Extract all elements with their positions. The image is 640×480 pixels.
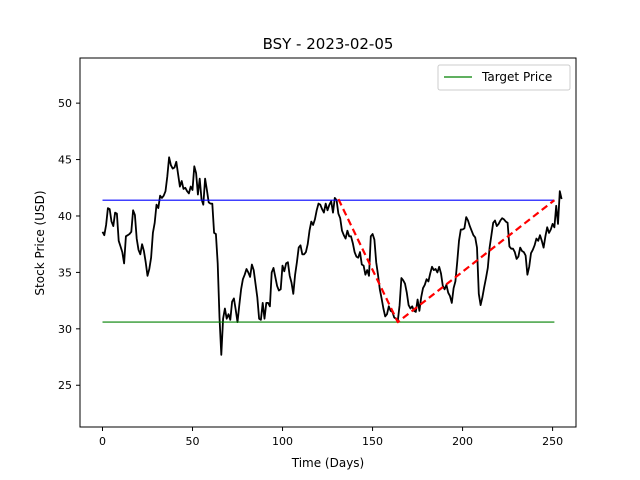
trend-line: [337, 198, 556, 324]
y-tick-label: 50: [58, 97, 72, 110]
x-axis-label: Time (Days): [291, 456, 365, 470]
legend-label-target-price: Target Price: [481, 70, 552, 84]
x-tick-label: 250: [542, 435, 563, 448]
y-tick-label: 25: [58, 379, 72, 392]
y-tick-label: 30: [58, 323, 72, 336]
y-tick-label: 35: [58, 266, 72, 279]
x-tick-label: 150: [362, 435, 383, 448]
x-tick-label: 200: [452, 435, 473, 448]
x-tick-label: 50: [186, 435, 200, 448]
y-axis-ticks: 25 30 35 40 45 50: [58, 97, 80, 392]
price-line: [101, 156, 563, 356]
chart-title: BSY - 2023-02-05: [263, 35, 394, 53]
legend-box: [437, 64, 571, 91]
x-tick-label: 0: [99, 435, 106, 448]
plot-lines: [101, 156, 563, 356]
y-tick-label: 40: [58, 210, 72, 223]
x-tick-label: 100: [272, 435, 293, 448]
legend: Target Price: [437, 64, 571, 91]
plot-frame: [79, 57, 577, 428]
y-axis-label: Stock Price (USD): [33, 190, 47, 295]
y-tick-label: 45: [58, 154, 72, 167]
x-axis-ticks: 0 50 100 150 200 250: [99, 427, 563, 448]
